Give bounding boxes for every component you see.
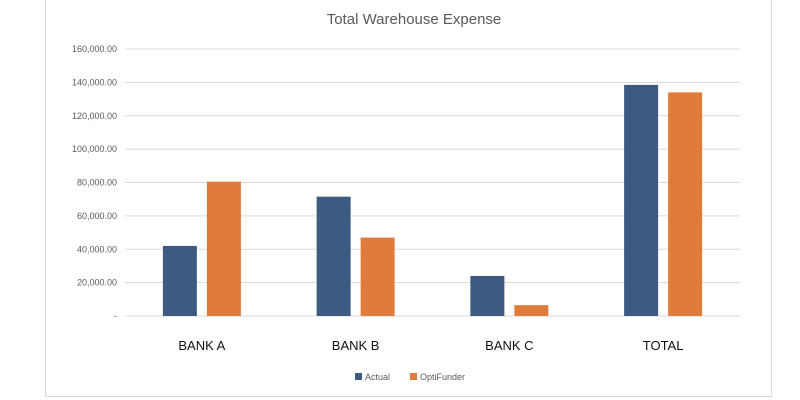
y-tick-label: 140,000.00 — [72, 77, 117, 87]
category-label: BANK B — [332, 338, 380, 353]
legend-label: Actual — [365, 372, 390, 382]
bar-actual-3 — [624, 84, 659, 316]
bar-optifunder-0 — [206, 181, 241, 316]
category-label: TOTAL — [643, 338, 684, 353]
y-axis-ticks: - 20,000.00 40,000.00 60,000.00 80,000.00 100… — [72, 44, 117, 321]
y-tick-label: 160,000.00 — [72, 44, 117, 54]
legend-swatch — [410, 373, 417, 380]
bar-optifunder-3 — [668, 92, 703, 316]
category-label: BANK A — [178, 338, 225, 353]
legend-swatch — [355, 373, 362, 380]
legend-label: OptiFunder — [420, 372, 465, 382]
bar-actual-2 — [470, 275, 505, 316]
category-label: BANK C — [485, 338, 533, 353]
y-tick-label: 120,000.00 — [72, 111, 117, 121]
y-tick-label: 100,000.00 — [72, 144, 117, 154]
bar-optifunder-1 — [360, 237, 395, 316]
y-tick-label: - — [114, 311, 117, 321]
y-tick-label: 20,000.00 — [77, 278, 117, 288]
bar-optifunder-2 — [514, 305, 549, 316]
y-tick-label: 60,000.00 — [77, 211, 117, 221]
bar-actual-0 — [162, 245, 197, 316]
y-tick-label: 80,000.00 — [77, 178, 117, 188]
bars — [162, 84, 703, 316]
legend: Actual OptiFunder — [355, 372, 465, 382]
category-labels: BANK A BANK B BANK C TOTAL — [178, 338, 683, 353]
y-tick-label: 40,000.00 — [77, 244, 117, 254]
bar-actual-1 — [316, 196, 351, 316]
chart-title: Total Warehouse Expense — [327, 11, 502, 28]
